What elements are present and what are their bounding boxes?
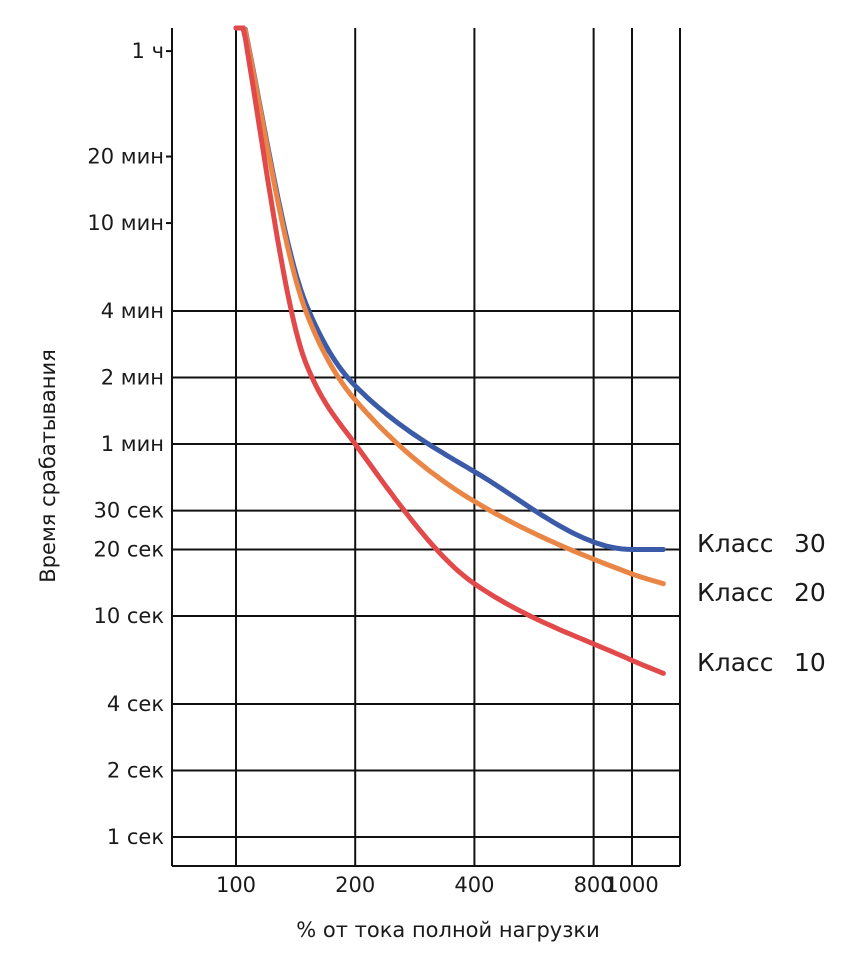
y-tick-label: 10 мин [87, 211, 164, 235]
y-tick-label: 2 мин [101, 366, 164, 390]
legend-class-number: 30 [794, 529, 826, 558]
legend-label: Класс [697, 529, 774, 558]
y-axis-label: Время срабатывания [36, 349, 60, 582]
legend-entry: Класс 10 [697, 648, 826, 677]
legend-label: Класс [697, 578, 774, 607]
legend-class-number: 20 [794, 578, 826, 607]
y-tick-label: 20 мин [87, 145, 164, 169]
legend-class-number: 10 [794, 648, 826, 677]
y-tick-label: 4 сек [107, 692, 164, 716]
y-tick-label: 1 сек [107, 825, 164, 849]
y-tick-label: 2 сек [107, 758, 164, 782]
curves [233, 25, 666, 676]
grid [166, 28, 681, 867]
x-tick-label: 200 [335, 873, 375, 897]
x-tick-label: 400 [454, 873, 494, 897]
curve-класс-10 [233, 25, 666, 676]
y-tick-label: 10 сек [93, 604, 164, 628]
y-tick-label: 4 мин [101, 299, 164, 323]
x-axis-label: % от тока полной нагрузки [296, 918, 600, 942]
legend-entry: Класс 20 [697, 578, 826, 607]
x-tick-label: 100 [216, 873, 256, 897]
legend-entry: Класс 30 [697, 529, 826, 558]
x-tick-label: 800 [574, 873, 614, 897]
y-tick-label: 30 сек [93, 499, 164, 523]
x-tick-label: 1000 [605, 873, 658, 897]
y-tick-label: 20 сек [93, 537, 164, 561]
legend-label: Класс [697, 648, 774, 677]
legend: Класс 30 Класс 20 Класс 10 [697, 529, 826, 677]
y-tick-label: 1 мин [101, 432, 164, 456]
curve-класс-20 [233, 25, 666, 587]
y-tick-label: 1 ч [132, 39, 164, 63]
